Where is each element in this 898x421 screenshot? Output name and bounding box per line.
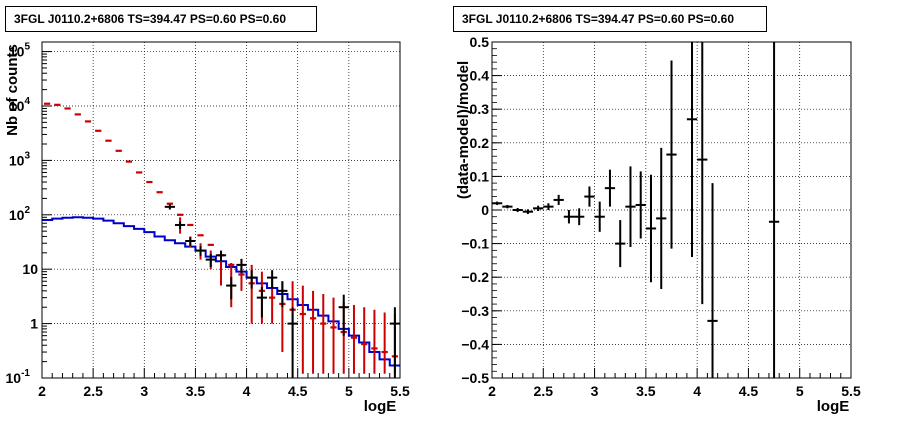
left-plot-frame [41, 41, 401, 379]
right-y-tick-label: −0.2 [461, 269, 489, 285]
right-x-axis-label: logE [817, 398, 850, 415]
left-x-tick-label: 5 [345, 383, 353, 399]
right-y-tick-label: 0.1 [470, 168, 490, 184]
right-y-tick-label: −0.4 [461, 336, 489, 352]
left-y-axis-label: Nb of counts [4, 44, 21, 136]
left-y-tick-label: 102 [9, 205, 31, 223]
left-model-background-step [42, 216, 400, 367]
left-x-tick-label: 2.5 [83, 383, 103, 399]
right-y-tick-label: 0.5 [470, 34, 490, 50]
right-x-tick-label: 4.5 [739, 383, 759, 399]
right-x-tick-label: 5.5 [841, 383, 861, 399]
right-plot-frame [491, 41, 852, 379]
left-y-tick-label: 10 [22, 261, 38, 277]
left-y-tick-label: 10-1 [6, 368, 31, 386]
right-x-tick-label: 4 [693, 383, 701, 399]
right-x-tick-label: 3.5 [636, 383, 656, 399]
left-x-tick-label: 4 [243, 383, 251, 399]
left-y-tick-label: 1 [30, 316, 38, 332]
right-x-tick-label: 2.5 [534, 383, 554, 399]
left-x-tick-label: 3 [140, 383, 148, 399]
left-x-tick-label: 3.5 [186, 383, 206, 399]
left-chart-title: 3FGL J0110.2+6806 TS=394.47 PS=0.60 PS=0… [5, 6, 317, 32]
right-x-tick-label: 2 [488, 383, 496, 399]
right-y-axis-label: (data-model)/model [455, 61, 472, 199]
right-x-tick-label: 5 [796, 383, 804, 399]
left-y-tick-label: 104 [9, 96, 31, 114]
right-y-tick-label: −0.5 [461, 370, 489, 386]
right-chart-title: 3FGL J0110.2+6806 TS=394.47 PS=0.60 PS=0… [453, 6, 767, 32]
left-y-tick-label: 105 [9, 42, 31, 60]
left-x-axis-label: logE [364, 398, 397, 415]
left-x-tick-label: 4.5 [288, 383, 308, 399]
right-y-tick-label: −0.3 [461, 303, 489, 319]
right-x-tick-label: 3 [591, 383, 599, 399]
right-y-tick-label: 0.4 [470, 68, 490, 84]
left-x-tick-label: 5.5 [390, 383, 410, 399]
right-y-tick-label: 0.2 [470, 135, 490, 151]
right-y-tick-label: −0.1 [461, 236, 489, 252]
right-y-tick-label: 0.3 [470, 101, 490, 117]
right-y-tick-label: 0 [481, 202, 489, 218]
left-y-tick-label: 103 [9, 150, 31, 168]
left-x-tick-label: 2 [38, 383, 46, 399]
